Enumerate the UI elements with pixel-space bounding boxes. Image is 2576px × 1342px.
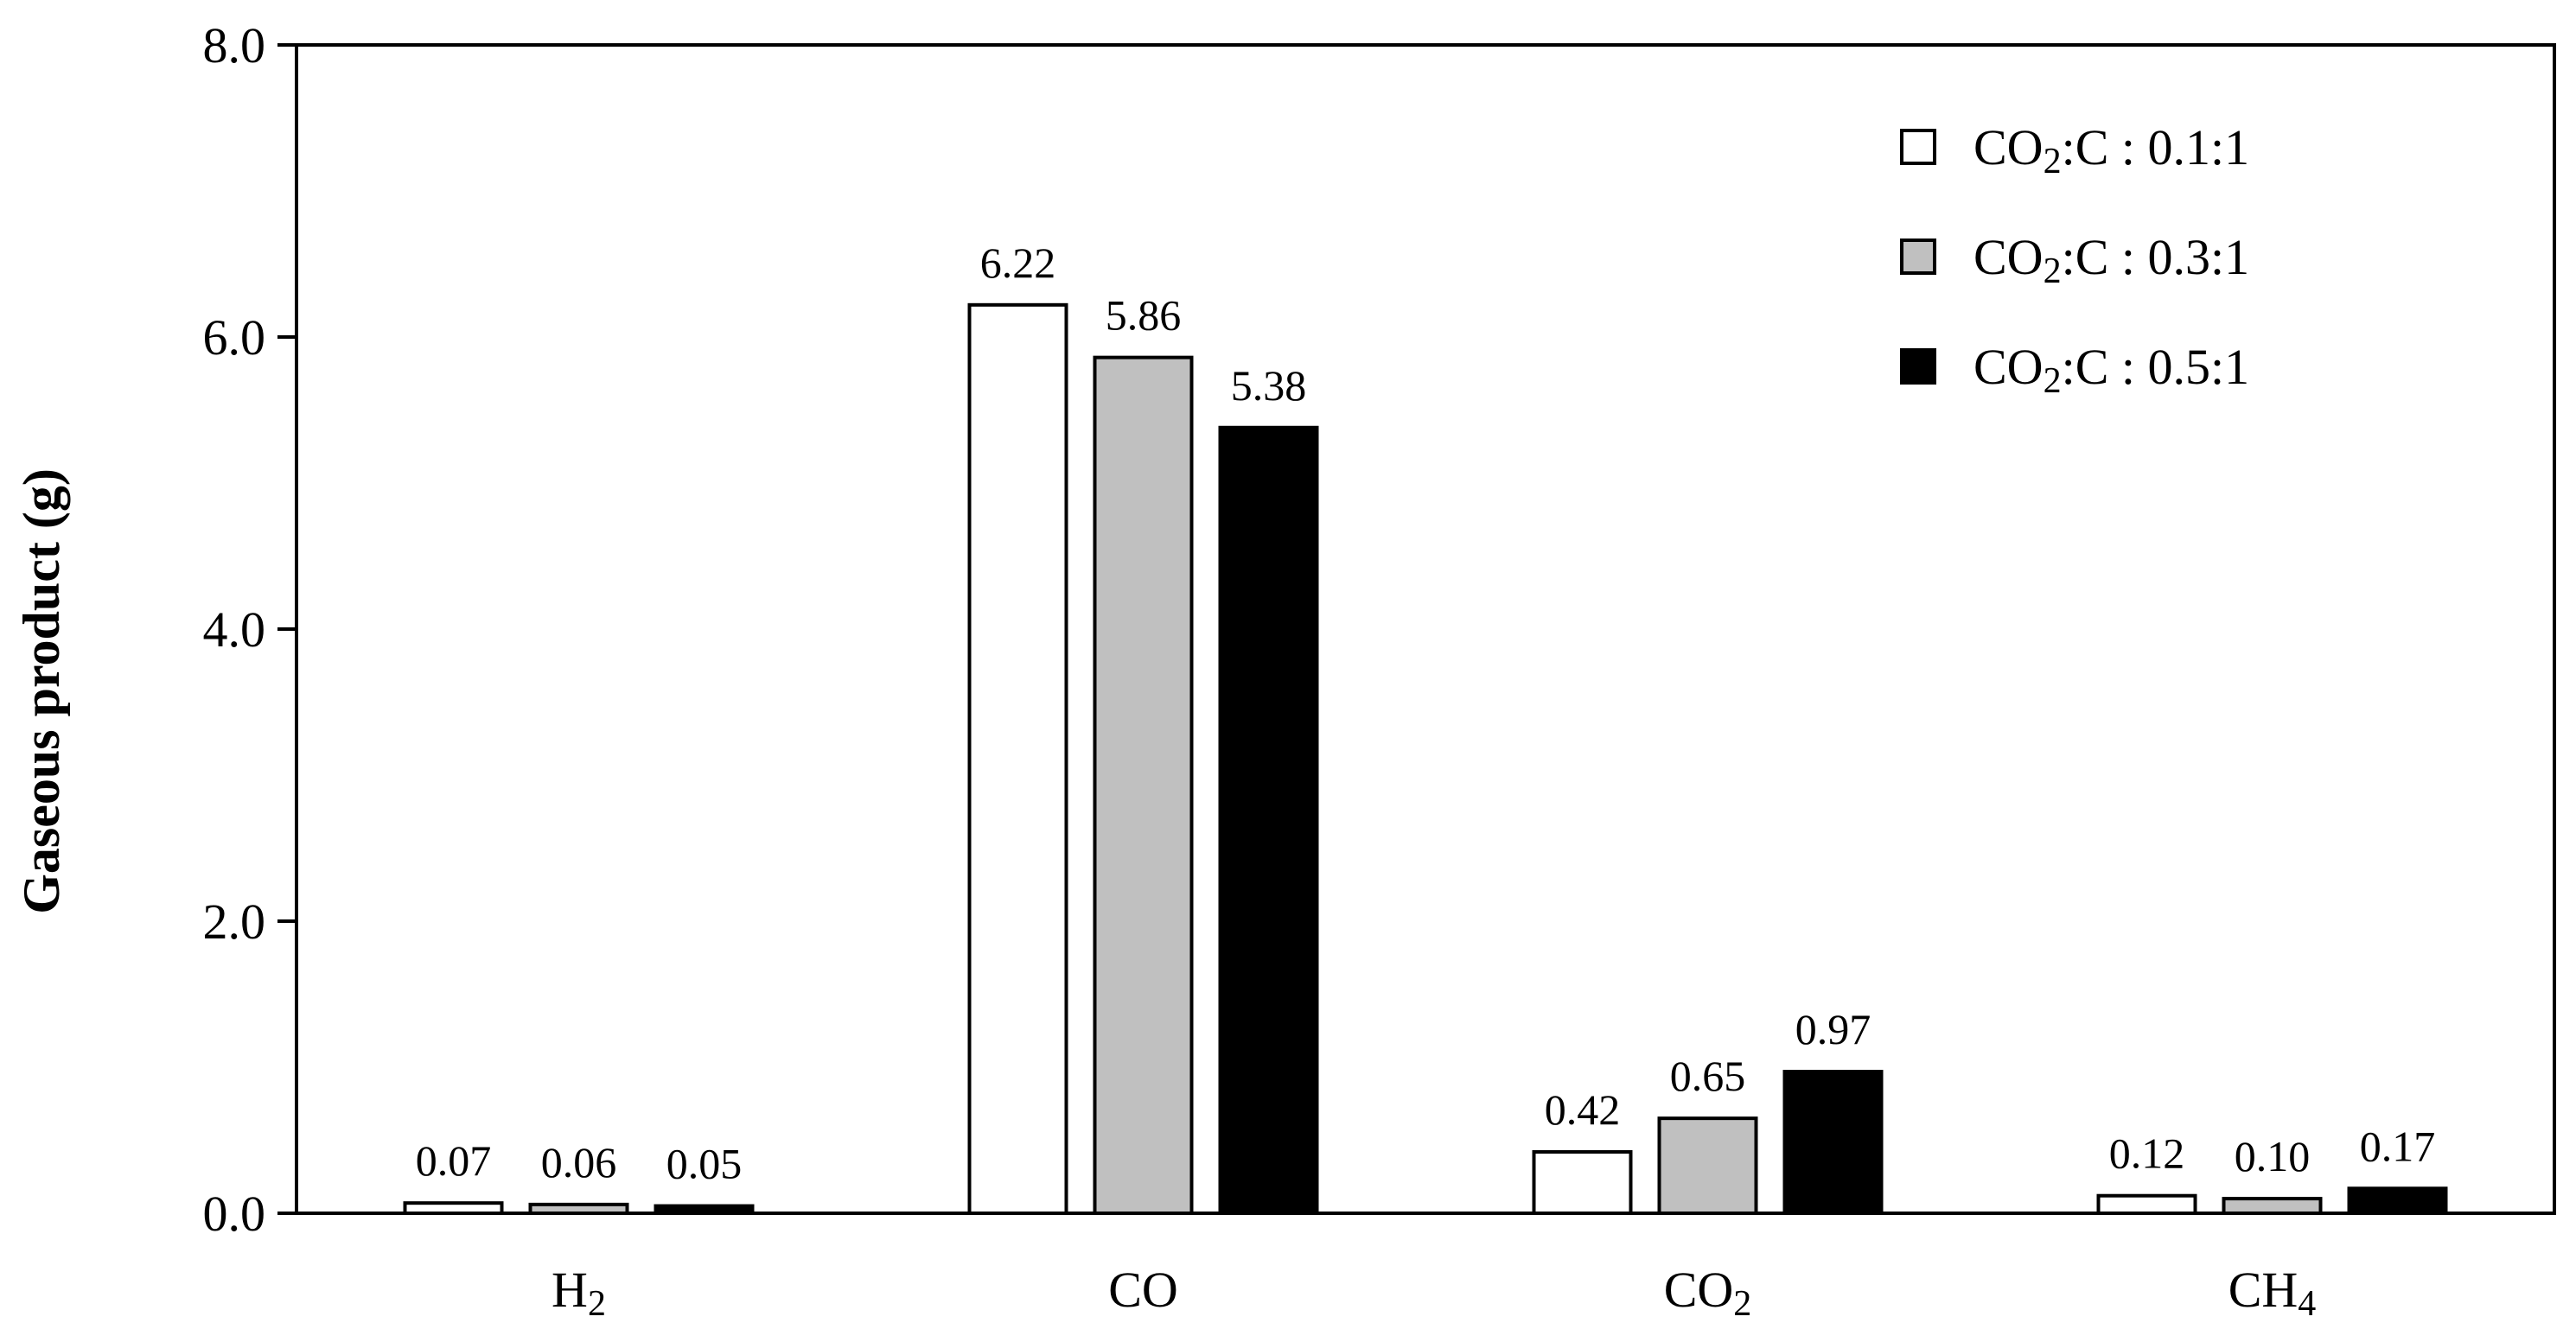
legend-entry-label: CO2:C : 0.3:1 bbox=[1973, 229, 2249, 291]
bar bbox=[1782, 1070, 1884, 1215]
x-category-label: CO2 bbox=[1664, 1262, 1752, 1324]
bar-data-label: 0.42 bbox=[1545, 1085, 1621, 1134]
bar-data-label: 0.10 bbox=[2235, 1132, 2311, 1180]
x-category-label-subscript: 4 bbox=[2298, 1284, 2316, 1324]
y-axis: 0.0 2.0 4.0 6.0 8.0 bbox=[203, 17, 296, 1242]
legend-label-post: :C : 0.5:1 bbox=[2062, 339, 2250, 395]
bar-data-label: 0.97 bbox=[1795, 1005, 1871, 1053]
bar bbox=[1657, 1116, 1758, 1216]
y-tick-label: 4.0 bbox=[203, 601, 266, 658]
x-category-label-base: CO bbox=[1108, 1262, 1178, 1318]
legend-swatch bbox=[1900, 129, 1936, 165]
bar-data-label: 5.38 bbox=[1231, 361, 1307, 410]
bar-data-label: 0.12 bbox=[2109, 1129, 2185, 1178]
legend-label-subscript: 2 bbox=[2044, 361, 2062, 401]
x-category-label: CO bbox=[1108, 1262, 1178, 1318]
bar bbox=[654, 1204, 755, 1216]
bar-data-label: 0.05 bbox=[666, 1140, 743, 1188]
bar bbox=[1532, 1150, 1633, 1216]
x-category-label-base: CH bbox=[2228, 1262, 2299, 1318]
legend-swatch bbox=[1900, 348, 1936, 385]
x-category-label-subscript: 2 bbox=[1733, 1284, 1751, 1324]
data-labels-group: 0.07 0.06 0.05 6.22 5.86 5.38 0.42 0.65 0.97 0.12… bbox=[416, 239, 2436, 1188]
x-category-label-subscript: 2 bbox=[588, 1284, 606, 1324]
legend-label-pre: CO bbox=[1973, 119, 2044, 175]
x-category-label-base: H bbox=[552, 1262, 588, 1318]
bar-series-group bbox=[403, 302, 2448, 1216]
bar bbox=[2222, 1197, 2323, 1215]
legend-entry-label: CO2:C : 0.5:1 bbox=[1973, 339, 2249, 401]
legend-entry-label: CO2:C : 0.1:1 bbox=[1973, 119, 2249, 181]
bar-data-label: 0.17 bbox=[2360, 1122, 2436, 1170]
bar-data-label: 0.65 bbox=[1670, 1052, 1746, 1100]
y-tick-label: 2.0 bbox=[203, 894, 266, 950]
x-category-label-base: CO bbox=[1664, 1262, 1734, 1318]
bar bbox=[528, 1202, 629, 1215]
legend-swatch bbox=[1900, 239, 1936, 275]
legend-label-pre: CO bbox=[1973, 229, 2044, 285]
y-tick-label: 0.0 bbox=[203, 1186, 266, 1242]
x-axis: H2 CO CO2 CH4 bbox=[552, 1262, 2316, 1324]
bar bbox=[1218, 425, 1319, 1215]
legend-label-subscript: 2 bbox=[2044, 142, 2062, 181]
bar bbox=[403, 1201, 504, 1216]
legend-label-subscript: 2 bbox=[2044, 251, 2062, 291]
legend-label-pre: CO bbox=[1973, 339, 2044, 395]
legend-label-post: :C : 0.1:1 bbox=[2062, 119, 2250, 175]
bar bbox=[967, 302, 1068, 1216]
plot-area-frame bbox=[295, 43, 2556, 1215]
bar bbox=[2347, 1186, 2448, 1216]
bar-data-label: 6.22 bbox=[980, 239, 1056, 287]
bar bbox=[2096, 1193, 2197, 1215]
bar bbox=[1093, 355, 1194, 1216]
x-category-label: H2 bbox=[552, 1262, 606, 1324]
legend-label-post: :C : 0.3:1 bbox=[2062, 229, 2250, 285]
bar-data-label: 5.86 bbox=[1106, 291, 1182, 340]
y-tick-label: 6.0 bbox=[203, 309, 266, 366]
y-axis-label: Gaseous product (g) bbox=[13, 468, 70, 914]
bar-data-label: 0.06 bbox=[541, 1138, 617, 1186]
x-category-label: CH4 bbox=[2228, 1262, 2317, 1324]
bar-data-label: 0.07 bbox=[416, 1136, 492, 1185]
y-tick-label: 8.0 bbox=[203, 17, 266, 73]
